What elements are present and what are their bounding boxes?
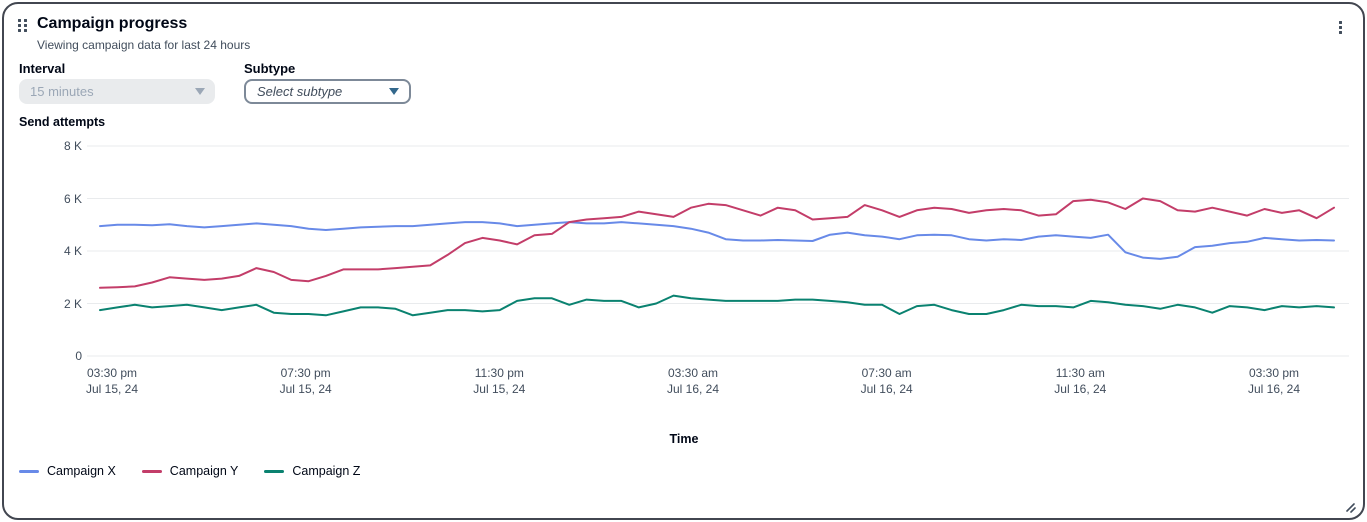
series-line-campaign-z bbox=[99, 294, 1335, 317]
legend-swatch-icon bbox=[19, 469, 39, 473]
x-tick-label: 03:30 pm Jul 15, 24 bbox=[85, 366, 139, 396]
y-axis-tick-labels: 8 K 6 K 4 K 2 K 0 bbox=[34, 139, 82, 363]
chevron-down-icon bbox=[195, 88, 205, 95]
x-axis-tick-labels: 03:30 pm Jul 15, 24 07:30 pm Jul 15, 24 11:3… bbox=[85, 365, 1349, 399]
y-tick-label: 4 K bbox=[63, 244, 82, 258]
line-chart-svg bbox=[87, 145, 1349, 357]
x-tick-label: 11:30 pm Jul 15, 24 bbox=[473, 366, 526, 396]
legend-swatch-icon bbox=[264, 469, 285, 473]
plot-lines bbox=[99, 197, 1335, 317]
kebab-icon bbox=[1338, 20, 1342, 24]
interval-value: 15 minutes bbox=[30, 84, 94, 99]
chevron-down-icon bbox=[389, 88, 399, 95]
chart-y-axis-title: Send attempts bbox=[19, 115, 106, 129]
y-tick-label: 8 K bbox=[63, 139, 82, 153]
interval-select: 15 minutes bbox=[19, 79, 215, 104]
interval-label: Interval bbox=[19, 61, 66, 76]
resize-handle-icon[interactable] bbox=[1342, 499, 1358, 515]
legend-label: Campaign Y bbox=[169, 464, 239, 478]
widget-menu-button[interactable] bbox=[1327, 14, 1353, 40]
line-chart-plot-area[interactable] bbox=[87, 145, 1349, 357]
page-subtitle: Viewing campaign data for last 24 hours bbox=[37, 38, 251, 52]
legend-item-campaign-x[interactable]: Campaign X bbox=[19, 464, 116, 478]
series-line-campaign-y bbox=[99, 197, 1335, 289]
y-tick-label: 6 K bbox=[63, 191, 82, 206]
drag-handle-icon[interactable] bbox=[18, 19, 29, 33]
page-title: Campaign progress bbox=[37, 15, 188, 32]
gridlines bbox=[87, 145, 1349, 357]
legend-item-campaign-y[interactable]: Campaign Y bbox=[141, 464, 239, 478]
x-tick-label: 11:30 am Jul 16, 24 bbox=[1054, 366, 1107, 396]
y-tick-label: 0 bbox=[75, 349, 82, 363]
legend-item-campaign-z[interactable]: Campaign Z bbox=[264, 464, 360, 478]
chart-x-axis-title: Time bbox=[669, 432, 699, 446]
subtype-label: Subtype bbox=[244, 61, 296, 76]
legend-label: Campaign X bbox=[47, 464, 116, 478]
subtype-select[interactable]: Select subtype bbox=[244, 79, 411, 104]
x-tick-label: 07:30 am Jul 16, 24 bbox=[860, 366, 913, 396]
chart-legend: Campaign X Campaign Y Campaign Z bbox=[19, 464, 360, 478]
subtype-placeholder: Select subtype bbox=[257, 84, 343, 99]
x-tick-label: 03:30 pm Jul 16, 24 bbox=[1247, 366, 1301, 396]
legend-label: Campaign Z bbox=[292, 464, 361, 478]
legend-swatch-icon bbox=[141, 469, 162, 473]
x-tick-label: 03:30 am Jul 16, 24 bbox=[666, 366, 720, 396]
x-tick-label: 07:30 pm Jul 15, 24 bbox=[279, 366, 332, 396]
y-tick-label: 2 K bbox=[63, 296, 82, 311]
series-line-campaign-x bbox=[99, 221, 1335, 260]
